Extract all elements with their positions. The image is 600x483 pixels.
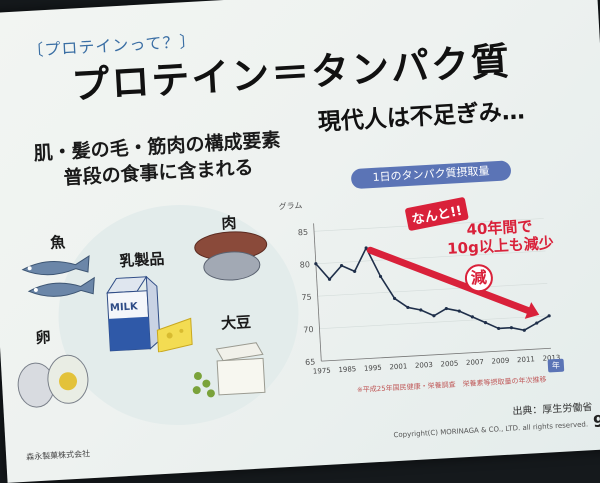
- x-tick-label: 2005: [440, 359, 458, 368]
- chart-canvas: 65 70 75 80 85 1975 1985 1995 2001 2003 2005 2007 20…: [298, 218, 561, 376]
- data-point: [522, 328, 526, 332]
- data-point: [353, 269, 357, 273]
- milk-label: MILK: [109, 301, 139, 314]
- x-axis-label: 年: [547, 358, 565, 373]
- y-tick-label: 85: [298, 228, 309, 238]
- y-tick-label: 70: [303, 325, 314, 335]
- y-tick-label: 80: [299, 260, 310, 270]
- food-label-dairy: 乳製品: [118, 249, 165, 271]
- annotation-text: 40年間で 10g以上も減少: [446, 216, 554, 258]
- gridline: [315, 250, 546, 265]
- x-tick-label: 2001: [389, 362, 407, 371]
- gridline: [319, 315, 550, 329]
- food-label-soy: 大豆: [220, 313, 252, 333]
- gridline: [317, 283, 548, 297]
- y-tick-label: 75: [301, 293, 312, 303]
- x-tick-label: 2013: [542, 354, 560, 363]
- page-number: 9: [592, 411, 600, 432]
- data-point: [364, 246, 368, 250]
- y-tick-label: 65: [305, 357, 316, 367]
- data-point: [497, 326, 501, 331]
- data-point: [535, 321, 539, 325]
- milk-carton-icon: [106, 275, 193, 353]
- data-point: [444, 306, 448, 311]
- data-point: [483, 321, 488, 325]
- left-heading: 肌・髪の毛・筋肉の構成要素 普段の食事に含まれる: [27, 127, 289, 193]
- data-point: [378, 274, 383, 279]
- data-point: [406, 305, 410, 310]
- x-tick-label: 2011: [517, 355, 535, 364]
- fish-icon: [21, 254, 95, 297]
- data-point: [392, 296, 397, 301]
- x-tick-label: 1995: [364, 364, 382, 373]
- data-point: [457, 309, 461, 313]
- food-label-egg: 卵: [35, 328, 52, 348]
- data-point: [419, 308, 423, 312]
- egg-icon: [17, 354, 89, 408]
- meat-icon: [194, 231, 268, 281]
- protein-chart: 1日のタンパク質摂取量 グラム 65 70 75 80 85 1975 1985 1995 20…: [270, 150, 593, 407]
- x-tick-label: 1985: [338, 365, 356, 374]
- footer-company: 森永製菓株式会社: [25, 449, 91, 462]
- decline-arrow-shaft: [366, 246, 532, 315]
- x-axis: [321, 347, 551, 362]
- data-point: [470, 315, 474, 319]
- data-point: [432, 314, 436, 318]
- x-tick-label: 2003: [415, 361, 433, 370]
- data-point: [314, 262, 318, 266]
- x-tick-label: 2009: [491, 357, 509, 366]
- footer-copyright: Copyright(C) MORINAGA & CO., LTD. all ri…: [393, 420, 589, 440]
- soy-tofu-icon: [192, 342, 266, 398]
- data-point: [509, 326, 513, 330]
- decline-arrow-head: [524, 302, 540, 319]
- food-label-fish: 魚: [49, 233, 66, 253]
- data-point: [339, 263, 344, 268]
- data-point: [547, 314, 551, 318]
- data-point: [327, 277, 332, 281]
- y-axis: [313, 223, 322, 362]
- source-label: 出典：厚生労働省: [512, 402, 593, 418]
- x-tick-label: 1975: [313, 367, 331, 376]
- right-heading: 現代人は不足ぎみ…: [317, 98, 526, 136]
- x-tick-label: 2007: [466, 358, 484, 367]
